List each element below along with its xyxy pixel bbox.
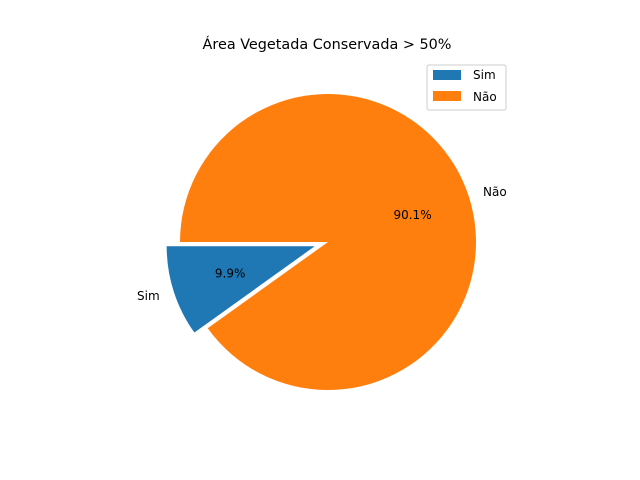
pie-slice-sim [166,246,315,333]
legend-label-sim: Sim [473,68,496,82]
legend-label-nao: Não [473,90,497,104]
chart-title: Área Vegetada Conservada > 50% [203,36,452,53]
pie-percent-label: 90.1% [393,208,431,222]
legend-swatch-sim [433,70,461,80]
pie-slice-labels: 9.9% Sim 90.1% Não [137,185,507,303]
legend-swatch-nao [433,91,461,101]
pie-category-label: Sim [137,289,160,303]
pie-percent-label: 9.9% [215,266,246,280]
pie-category-label: Não [483,185,507,199]
legend: Sim Não [426,64,507,111]
pie-slices [166,93,476,390]
pie-slice-nao [180,93,476,390]
